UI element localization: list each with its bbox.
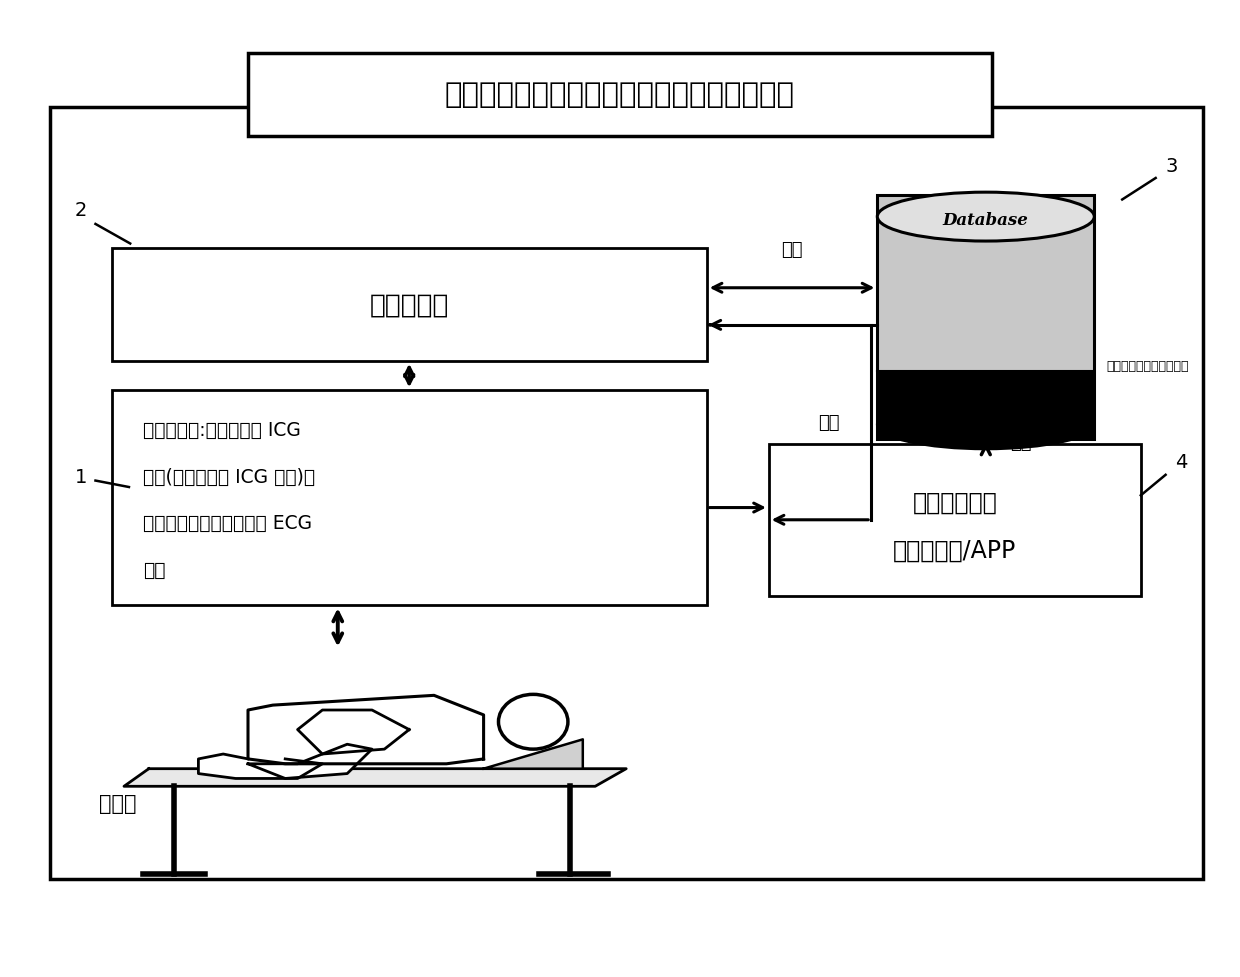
Text: 扩展显示屏/APP: 扩展显示屏/APP [893, 538, 1017, 563]
Text: 2: 2 [74, 200, 87, 220]
Polygon shape [298, 710, 409, 754]
Polygon shape [484, 740, 583, 769]
Bar [50, 107, 1203, 879]
Text: 袖带式电极:袖带式内置 ICG: 袖带式电极:袖带式内置 ICG [143, 420, 300, 439]
Bar [248, 54, 992, 137]
Text: 1: 1 [74, 467, 87, 487]
Bar [112, 249, 707, 361]
Text: 网络: 网络 [1011, 433, 1032, 451]
Text: 受测者: 受测者 [99, 793, 136, 813]
Text: 袖带式无创血流动力学人工智能云端监测系统: 袖带式无创血流动力学人工智能云端监测系统 [445, 81, 795, 109]
Ellipse shape [878, 192, 1095, 241]
Text: 数据采集盒: 数据采集盒 [370, 292, 449, 319]
Polygon shape [124, 769, 626, 786]
Polygon shape [198, 754, 322, 779]
Text: 网络: 网络 [818, 414, 841, 432]
Text: 人工智能云端远程服务器: 人工智能云端远程服务器 [1107, 360, 1189, 373]
Bar [112, 391, 707, 606]
Bar [878, 195, 1095, 371]
Text: 信息监控终端: 信息监控终端 [913, 490, 997, 514]
Text: 3: 3 [1166, 156, 1178, 176]
Polygon shape [248, 696, 484, 764]
Bar [769, 445, 1141, 596]
Text: 电极: 电极 [143, 561, 165, 579]
Text: 网络: 网络 [781, 241, 802, 259]
Text: Database: Database [942, 211, 1029, 229]
Bar [878, 371, 1095, 440]
Text: 袖带式血压测量、袖带式 ECG: 袖带式血压测量、袖带式 ECG [143, 514, 311, 532]
Text: 4: 4 [1176, 452, 1188, 471]
Text: 电极(配套胸腹部 ICG 电极)、: 电极(配套胸腹部 ICG 电极)、 [143, 467, 315, 486]
Circle shape [498, 695, 568, 749]
Bar [878, 195, 1095, 440]
Ellipse shape [878, 401, 1095, 449]
Polygon shape [248, 744, 372, 779]
